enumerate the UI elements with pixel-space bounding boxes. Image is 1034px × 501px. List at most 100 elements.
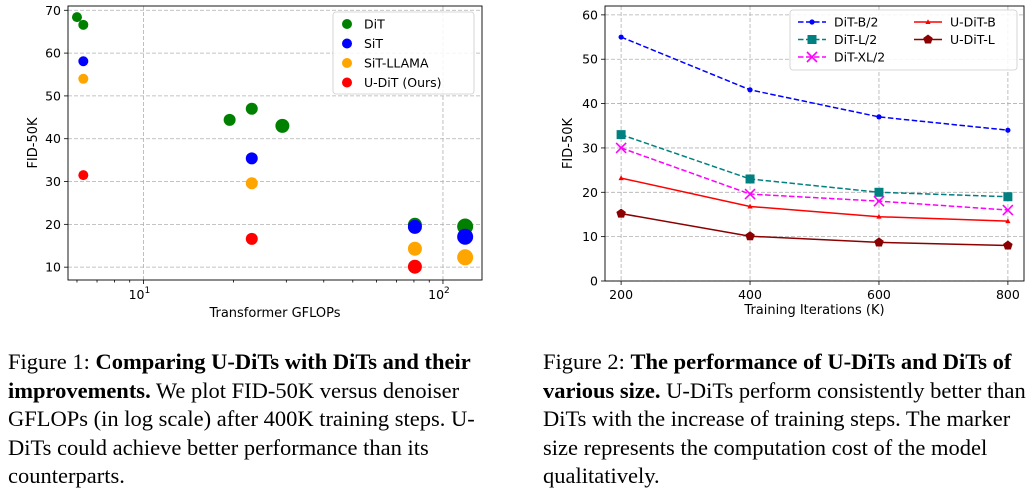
figure-2-caption-text: U-DiTs perform consistently better than … bbox=[543, 377, 1026, 489]
y-tick-label: 60 bbox=[582, 7, 598, 22]
u-dit-ours-point bbox=[407, 259, 422, 274]
u-dit-l-marker bbox=[1003, 240, 1013, 250]
sit-llama-point bbox=[245, 177, 258, 190]
legend-label-u-dit-ours: U-DiT (Ours) bbox=[364, 75, 442, 90]
y-tick-label: 50 bbox=[582, 52, 598, 67]
legend-marker-dit bbox=[342, 19, 352, 29]
legend-marker-sit-llama bbox=[342, 58, 352, 68]
legend-label-dit-b-2: DiT-B/2 bbox=[834, 15, 878, 30]
u-dit-l-marker bbox=[874, 237, 884, 247]
legend-label-dit-l-2: DiT-L/2 bbox=[834, 32, 877, 47]
sit-point bbox=[457, 228, 474, 245]
dit-point bbox=[71, 12, 82, 23]
dit-point bbox=[275, 118, 290, 133]
sit-point bbox=[245, 152, 258, 165]
dit-point bbox=[245, 102, 258, 115]
figure-1-caption: Figure 1: Comparing U-DiTs with DiTs and… bbox=[8, 348, 500, 491]
y-tick-label: 20 bbox=[45, 217, 61, 232]
u-dit-b-marker bbox=[1005, 218, 1011, 224]
dit-b-2-marker bbox=[618, 34, 624, 40]
figure-2-line-chart: 0 10 20 30 40 50 60 200 400 600 800 Training Iterat… bbox=[561, 5, 1025, 318]
dit-l-2-marker bbox=[874, 187, 884, 197]
x-tick-label: 600 bbox=[867, 287, 891, 302]
y-axis-label: FID-50K bbox=[26, 117, 41, 169]
legend-label-u-dit-b: U-DiT-B bbox=[950, 15, 996, 30]
figure-1-caption-text: We plot FID-50K versus denoiser GFLOPs (… bbox=[8, 377, 475, 489]
sit-llama-point bbox=[457, 249, 474, 266]
x-tick-label: 101 bbox=[129, 286, 151, 302]
sit-point bbox=[407, 219, 422, 234]
legend-marker-dit-xl-2 bbox=[806, 51, 818, 63]
figure-1-caption-label: Figure 1: bbox=[8, 349, 90, 374]
figure-1-caption-bold: Comparing U-DiTs with DiTs and their imp… bbox=[8, 349, 471, 403]
legend-label-sit-llama: SiT-LLAMA bbox=[364, 56, 429, 71]
u-dit-l-marker bbox=[745, 231, 755, 241]
plot-frame bbox=[67, 5, 483, 281]
series-u-dit-l bbox=[616, 208, 1013, 250]
legend: DiT SiT SiT-LLAMA U-DiT (Ours) bbox=[332, 11, 475, 95]
dit-point bbox=[78, 19, 89, 30]
legend-box bbox=[789, 9, 1018, 71]
figure-2-caption: Figure 2: The performance of U-DiTs and … bbox=[543, 348, 1033, 491]
u-dit-l-line bbox=[620, 212, 1008, 247]
legend-label-dit-xl-2: DiT-XL/2 bbox=[834, 50, 885, 65]
legend-label-sit: SiT bbox=[364, 36, 383, 51]
dit-xl-2-marker bbox=[873, 195, 885, 207]
dit-b-2-line bbox=[620, 36, 1008, 131]
legend-label-dit: DiT bbox=[364, 17, 385, 32]
scatter-points bbox=[71, 12, 474, 274]
series-dit-l-2 bbox=[616, 130, 1013, 202]
x-tick-label: 200 bbox=[609, 287, 633, 302]
series-dit-b-2 bbox=[618, 34, 1011, 133]
dit-point bbox=[223, 113, 236, 126]
u-dit-ours-point bbox=[78, 170, 89, 181]
dit-xl-2-marker bbox=[744, 188, 756, 200]
grid bbox=[68, 6, 482, 280]
u-dit-b-marker bbox=[618, 175, 624, 181]
y-axis-label: FID-50K bbox=[561, 117, 576, 169]
x-axis-label: Transformer GFLOPs bbox=[208, 306, 340, 321]
y-tick-label: 70 bbox=[45, 3, 61, 18]
sit-llama-point bbox=[78, 73, 89, 84]
dit-l-2-marker bbox=[1003, 192, 1013, 202]
legend-box bbox=[332, 11, 475, 95]
dit-l-2-marker bbox=[745, 174, 755, 184]
legend-marker-u-dit-b bbox=[925, 19, 931, 24]
legend-marker-dit-l-2 bbox=[807, 35, 817, 44]
x-tick-label: 800 bbox=[996, 287, 1020, 302]
x-tick-label: 400 bbox=[738, 287, 762, 302]
dit-b-2-marker bbox=[747, 87, 753, 93]
legend-marker-u-dit-l bbox=[923, 34, 933, 44]
legend-label-u-dit-l: U-DiT-L bbox=[950, 32, 995, 47]
dit-xl-2-marker bbox=[615, 142, 627, 154]
y-tick-label: 30 bbox=[45, 174, 61, 189]
y-tick-label: 10 bbox=[582, 229, 598, 244]
y-tick-label: 60 bbox=[45, 46, 61, 61]
dit-b-2-marker bbox=[1005, 127, 1011, 133]
legend-marker-dit-b-2 bbox=[809, 19, 815, 25]
y-tick-label: 40 bbox=[45, 131, 61, 146]
dit-xl-2-marker bbox=[1002, 204, 1014, 216]
u-dit-b-marker bbox=[747, 203, 753, 209]
series-lines bbox=[615, 34, 1014, 250]
y-tick-label: 20 bbox=[582, 185, 598, 200]
u-dit-l-marker bbox=[616, 208, 626, 218]
u-dit-b-marker bbox=[876, 213, 882, 219]
y-tick-label: 0 bbox=[590, 274, 598, 289]
x-axis-label: Training Iterations (K) bbox=[743, 303, 884, 318]
sit-point bbox=[78, 56, 89, 67]
legend: DiT-B/2 DiT-L/2 DiT-XL/2 U-DiT-B U-DiT-L bbox=[789, 9, 1018, 71]
y-tick-label: 50 bbox=[45, 88, 61, 103]
y-tick-label: 10 bbox=[45, 260, 61, 275]
dit-l-2-marker bbox=[616, 130, 626, 140]
legend-marker-sit bbox=[342, 38, 352, 49]
sit-llama-point bbox=[407, 241, 422, 256]
series-dit-xl-2 bbox=[615, 142, 1014, 216]
axes-ticks: 0 10 20 30 40 50 60 200 400 600 800 bbox=[582, 7, 1020, 302]
y-tick-label: 30 bbox=[582, 140, 598, 155]
figure-2-caption-label: Figure 2: bbox=[543, 349, 625, 374]
u-dit-ours-point bbox=[245, 232, 258, 245]
series-u-dit-b bbox=[618, 175, 1011, 224]
figure-1-scatter-chart: 10 20 30 40 50 60 70 101 102 Transformer GFLOPs FI… bbox=[26, 3, 483, 321]
dit-xl-2-line bbox=[620, 147, 1008, 211]
